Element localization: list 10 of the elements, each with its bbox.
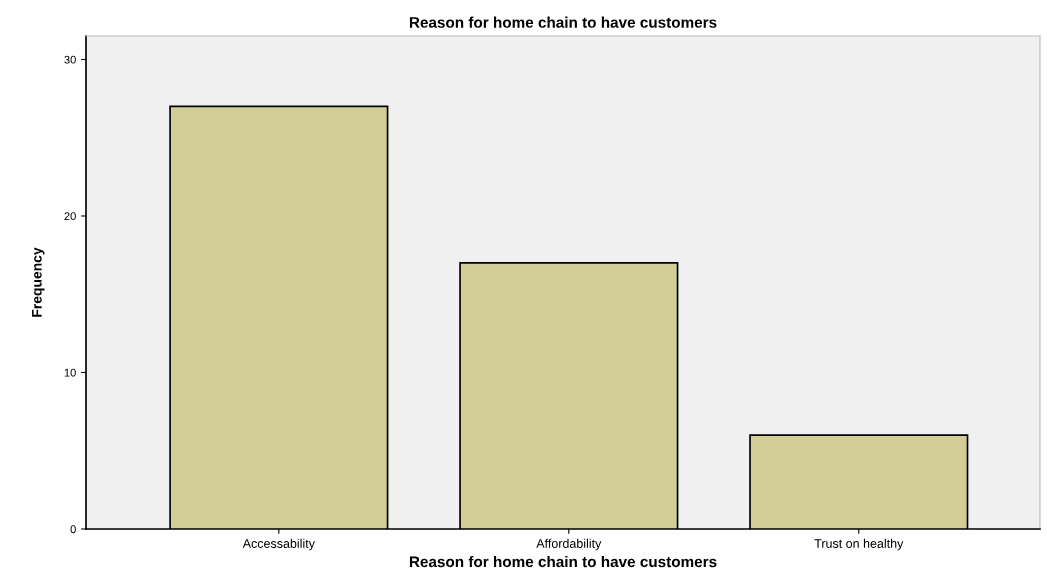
x-tick-label: Affordability: [536, 538, 602, 551]
y-tick-label: 30: [64, 55, 76, 64]
x-tick-label: Trust on healthy: [814, 538, 904, 551]
x-axis-title: Reason for home chain to have customers: [409, 555, 717, 568]
y-tick-label: 20: [64, 212, 76, 221]
x-tick-label: Accessability: [242, 538, 315, 551]
chart-title: Reason for home chain to have customers: [409, 16, 717, 28]
y-axis-title: Frequency: [32, 247, 45, 317]
y-tick-label: 10: [64, 368, 76, 377]
y-tick-label: 0: [70, 525, 76, 534]
